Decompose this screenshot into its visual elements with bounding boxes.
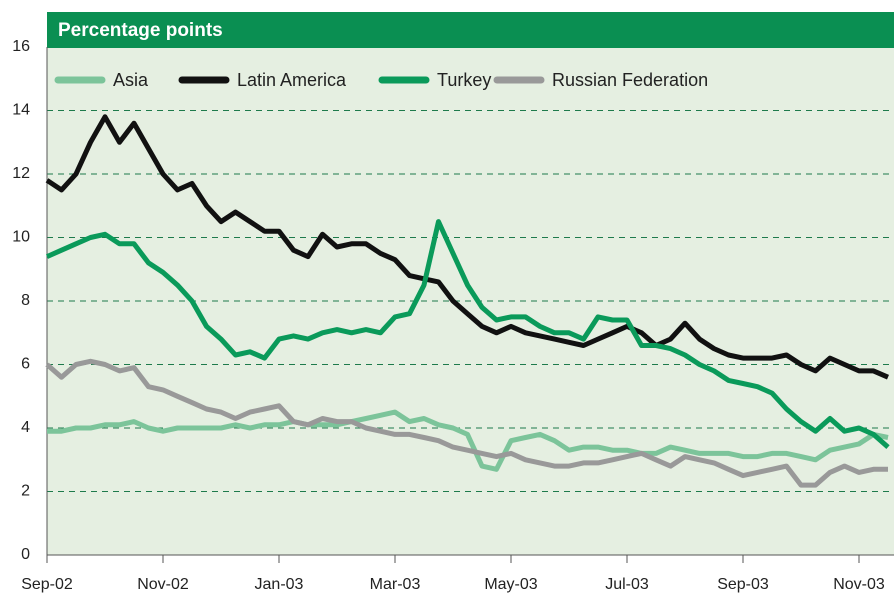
y-tick-label: 8: [21, 292, 30, 309]
series-line: [45, 358, 888, 488]
y-tick-label: 14: [12, 102, 30, 119]
y-tick-label: 4: [21, 419, 30, 436]
x-tick-label: Nov-02: [137, 576, 189, 593]
y-tick-label: 12: [12, 165, 30, 182]
y-tick-label: 0: [21, 546, 30, 563]
legend-label: Asia: [113, 70, 149, 90]
x-tick-label: Nov-03: [833, 576, 885, 593]
x-tick-label: May-03: [484, 576, 537, 593]
y-tick-label: 10: [12, 229, 30, 246]
series-line: [45, 114, 889, 380]
y-tick-label: 6: [21, 356, 30, 373]
x-tick-label: Jan-03: [255, 576, 304, 593]
x-tick-label: Mar-03: [370, 576, 421, 593]
y-tick-label: 2: [21, 483, 30, 500]
y-tick-label: 16: [12, 38, 30, 55]
x-tick-label: Sep-02: [21, 576, 73, 593]
series-line: [47, 409, 889, 472]
chart-title: Percentage points: [58, 20, 223, 41]
plot-layer: 0 2 4 6 8 10 12 14 16 Sep-02 Nov-02 Jan-03 Mar-03 May…: [12, 38, 894, 593]
legend-label: Turkey: [437, 70, 491, 90]
legend-label: Russian Federation: [552, 70, 708, 90]
legend-label: Latin America: [237, 70, 347, 90]
header-band: [47, 12, 894, 48]
x-tick-label: Jul-03: [605, 576, 649, 593]
series-line: [45, 219, 890, 449]
x-tick-label: Sep-03: [717, 576, 769, 593]
